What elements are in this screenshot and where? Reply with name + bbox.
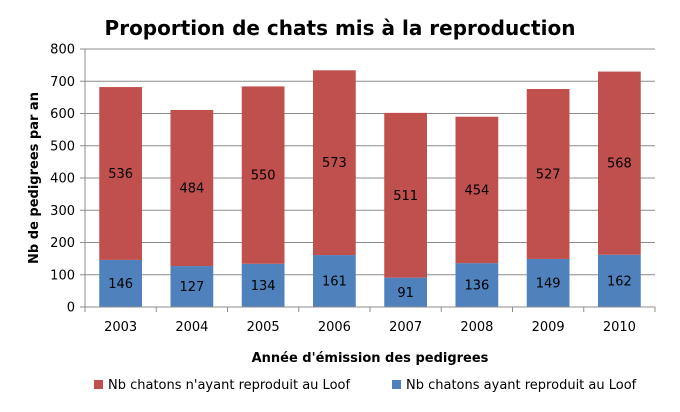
- y-tick-label: 200: [50, 236, 75, 251]
- bar-segment: [455, 263, 499, 307]
- data-label: 454: [464, 183, 489, 198]
- chart-title: Proportion de chats mis à la reproductio…: [105, 16, 576, 40]
- bar-segment: [598, 71, 641, 255]
- bar-segment: [170, 266, 214, 307]
- data-label: 146: [108, 277, 133, 292]
- data-label: 162: [607, 274, 632, 289]
- x-tick-label: 2009: [532, 320, 565, 335]
- data-label: 484: [179, 181, 204, 196]
- x-tick-label: 2010: [603, 320, 636, 335]
- data-label: 550: [251, 169, 276, 184]
- bar-segment: [384, 277, 427, 307]
- bar-segment: [598, 254, 641, 307]
- x-tick-label: 2005: [247, 320, 280, 335]
- data-label: 527: [536, 167, 561, 182]
- y-tick-label: 700: [50, 75, 75, 90]
- bar-segment: [313, 255, 356, 307]
- bar-segment: [526, 258, 570, 307]
- bar-segment: [99, 259, 142, 307]
- bar-segment: [241, 263, 285, 307]
- bar-segment: [384, 112, 427, 278]
- x-axis-label: Année d'émission des pedigrees: [252, 351, 489, 366]
- bar-segment: [455, 116, 499, 264]
- legend-swatch: [392, 380, 401, 389]
- y-tick-label: 100: [50, 268, 75, 283]
- data-label: 134: [251, 279, 276, 294]
- bar-segment: [170, 109, 214, 267]
- x-tick-label: 2003: [104, 320, 137, 335]
- legend-label: Nb chatons n'ayant reproduit au Loof: [108, 378, 350, 393]
- x-tick-label: 2008: [460, 320, 493, 335]
- data-label: 573: [322, 156, 347, 171]
- y-tick-label: 500: [50, 139, 75, 154]
- x-tick-label: 2006: [318, 320, 351, 335]
- bar-segment: [526, 88, 570, 259]
- data-label: 568: [607, 157, 632, 172]
- data-label: 136: [464, 279, 489, 294]
- legend-label: Nb chatons ayant reproduit au Loof: [406, 378, 637, 393]
- data-label: 127: [179, 280, 204, 295]
- axes: 0 100 200 300 400 500 600 700 800 2003 2004 2005 200…: [50, 43, 656, 335]
- x-tick-label: 2007: [389, 320, 422, 335]
- legend: Nb chatons n'ayant reproduit au Loof Nb c…: [94, 378, 637, 393]
- bar-segment: [99, 87, 142, 260]
- data-label: 536: [108, 167, 133, 182]
- data-label: 91: [397, 286, 414, 301]
- x-tick-label: 2004: [175, 320, 208, 335]
- bar-segment: [241, 86, 285, 264]
- y-tick-label: 600: [50, 107, 75, 122]
- data-label: 161: [322, 275, 347, 290]
- y-tick-label: 300: [50, 204, 75, 219]
- legend-swatch: [94, 380, 103, 389]
- data-label: 149: [536, 276, 561, 291]
- bars: 146 536 127 484 134 550 161 573 91 511 136 454 149 52…: [99, 70, 641, 307]
- bar-segment: [313, 70, 356, 256]
- data-label: 511: [393, 189, 418, 204]
- y-axis-label: Nb de pedigrees par an: [27, 92, 42, 264]
- y-tick-label: 800: [50, 43, 75, 58]
- y-tick-label: 400: [50, 172, 75, 187]
- y-tick-label: 0: [67, 301, 75, 316]
